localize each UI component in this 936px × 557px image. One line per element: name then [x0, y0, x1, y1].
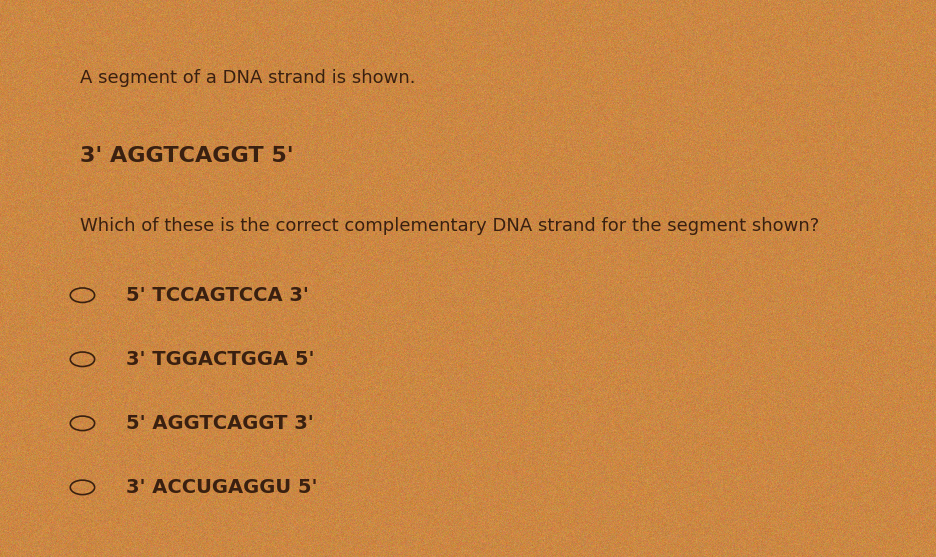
Text: 5' AGGTCAGGT 3': 5' AGGTCAGGT 3' — [126, 414, 314, 433]
Text: 3' TGGACTGGA 5': 3' TGGACTGGA 5' — [126, 350, 314, 369]
Text: 5' TCCAGTCCA 3': 5' TCCAGTCCA 3' — [126, 286, 309, 305]
Text: 3' ACCUGAGGU 5': 3' ACCUGAGGU 5' — [126, 478, 317, 497]
Text: 3' AGGTCAGGT 5': 3' AGGTCAGGT 5' — [80, 146, 293, 166]
Text: Which of these is the correct complementary DNA strand for the segment shown?: Which of these is the correct complement… — [80, 217, 818, 234]
Text: A segment of a DNA strand is shown.: A segment of a DNA strand is shown. — [80, 69, 415, 87]
